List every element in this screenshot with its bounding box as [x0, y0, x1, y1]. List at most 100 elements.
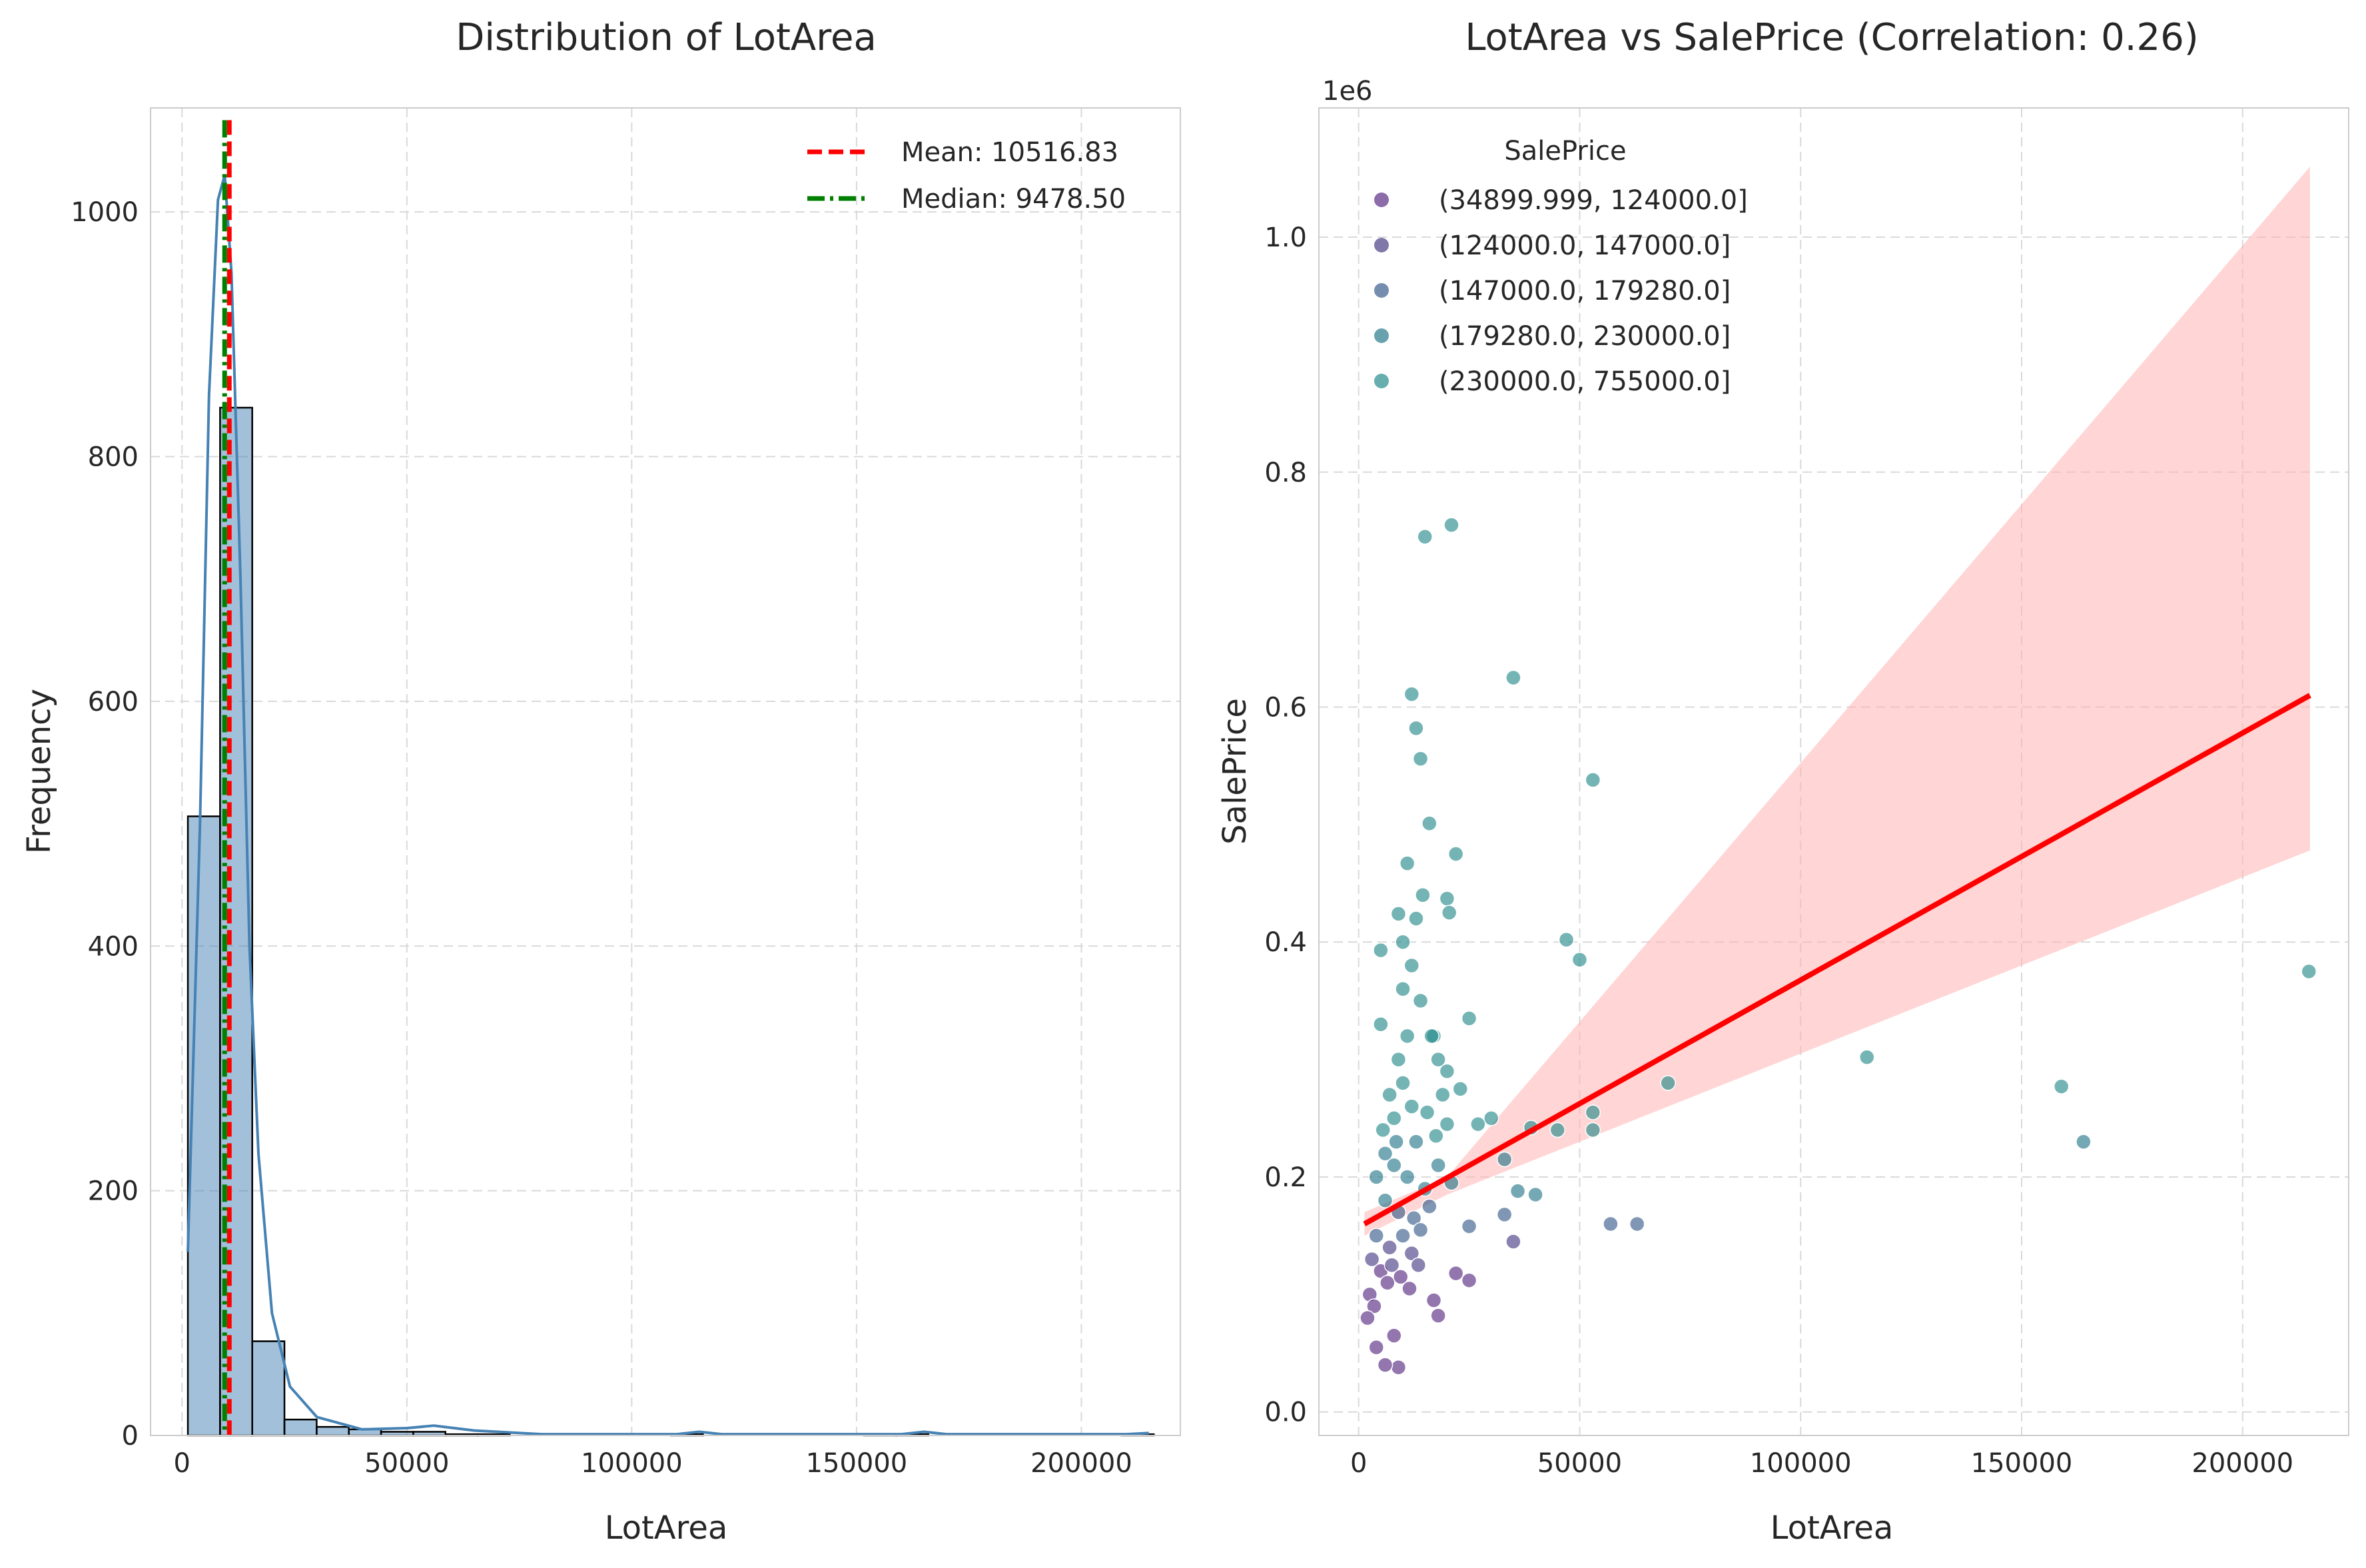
scatter-point [1443, 517, 1459, 533]
scatter-point [1388, 1134, 1404, 1150]
scatter-point [1415, 887, 1431, 903]
scatter-point [1629, 1216, 1645, 1232]
legend-marker [1374, 328, 1389, 343]
histogram-legend: Mean: 10516.83 Median: 9478.50 [807, 137, 1126, 214]
scatter-point [1408, 720, 1424, 736]
scatter-legend: SalePrice (34899.999, 124000.0] (124000.0,… [1374, 136, 1748, 397]
histogram-y-label: Frequency [21, 689, 58, 854]
scatter-plot-frame [1318, 107, 2349, 1436]
histogram-bar [283, 1418, 318, 1437]
histogram-y-tick-label: 600 [88, 687, 139, 717]
scatter-point [1393, 1269, 1409, 1285]
scatter-point [1430, 1157, 1446, 1174]
regression-fit-line [1363, 693, 2311, 1227]
scatter-x-tick-label: 100000 [1750, 1448, 1852, 1479]
scatter-point [1386, 1157, 1402, 1174]
legend-marker [1374, 283, 1389, 298]
histogram-y-tick-label: 400 [88, 931, 139, 962]
histogram-x-label: LotArea [605, 1509, 728, 1547]
scatter-point [1527, 1186, 1543, 1203]
scatter-point [1403, 957, 1420, 974]
scatter-point [1395, 981, 1411, 997]
scatter-y-tick-label: 0.0 [1264, 1397, 1307, 1428]
scatter-point [1585, 772, 1601, 788]
scatter-point [1496, 1151, 1513, 1168]
histogram-bar [251, 1340, 286, 1437]
scatter-y-tick-label: 1.0 [1264, 222, 1307, 253]
scatter-point [1366, 1298, 1382, 1314]
scatter-point [1401, 1280, 1417, 1297]
scatter-x-ticks: 0 50000 100000 150000 200000 [1350, 1448, 2293, 1479]
scatter-point [1452, 1080, 1469, 1097]
scatter-point [1505, 669, 1521, 686]
regression-line [1363, 693, 2311, 1227]
scatter-point [1364, 1251, 1380, 1268]
scatter-x-tick-label: 150000 [1971, 1448, 2073, 1479]
scatter-point [1380, 1274, 1395, 1291]
scatter-point [1377, 1145, 1393, 1162]
legend-marker [1374, 193, 1389, 207]
scatter-point [1428, 1128, 1444, 1144]
scatter-point [1660, 1075, 1676, 1091]
histogram-y-tick-label: 800 [88, 442, 139, 473]
scatter-point [1403, 1245, 1420, 1262]
histogram-plot-frame [150, 107, 1181, 1436]
scatter-point [1421, 1198, 1437, 1214]
scatter-point [1439, 1063, 1455, 1079]
histogram-x-tick-label: 100000 [581, 1448, 683, 1479]
scatter-point [1390, 1051, 1407, 1068]
histogram-bar [316, 1425, 350, 1437]
scatter-point [1408, 1134, 1424, 1150]
scatter-y-tick-label: 0.8 [1264, 458, 1307, 488]
histogram-title: Distribution of LotArea [456, 16, 877, 59]
histogram-x-tick-label: 0 [174, 1448, 191, 1479]
scatter-y-label: SalePrice [1216, 698, 1254, 845]
scatter-x-tick-label: 0 [1350, 1448, 1367, 1479]
scatter-y-tick-label: 0.4 [1264, 927, 1307, 958]
scatter-legend-label: (230000.0, 755000.0] [1439, 366, 1731, 397]
scatter-point [1399, 1028, 1415, 1044]
scatter-legend-label: (124000.0, 147000.0] [1439, 230, 1731, 261]
scatter-point [1461, 1010, 1477, 1026]
scatter-point [1430, 1051, 1446, 1068]
scatter-point [1603, 1216, 1619, 1232]
scatter-point [1505, 1234, 1521, 1250]
scatter-legend-label: (147000.0, 179280.0] [1439, 276, 1731, 306]
legend-marker [1374, 238, 1389, 252]
scatter-point [1410, 1257, 1427, 1274]
histogram-panel: Distribution of LotArea 0 50000 100000 1500… [21, 16, 1181, 1547]
scatter-point [1412, 751, 1429, 767]
scatter-x-tick-label: 50000 [1537, 1448, 1622, 1479]
scatter-point [1558, 931, 1575, 948]
histogram-bar [187, 815, 221, 1437]
scatter-point [1461, 1272, 1477, 1288]
scatter-point [1368, 1169, 1385, 1185]
regression-confidence-band [1364, 167, 2310, 1236]
histogram-y-tick-label: 0 [122, 1421, 139, 1451]
scatter-point [1435, 1086, 1451, 1103]
scatter-point [1423, 1028, 1439, 1044]
scatter-point [1386, 1328, 1402, 1344]
scatter-title: LotArea vs SalePrice (Correlation: 0.26) [1465, 16, 2198, 59]
histogram-reference-lines [222, 120, 232, 1435]
scatter-point [1571, 951, 1588, 968]
scatter-point [2053, 1078, 2070, 1094]
scatter-legend-label: (34899.999, 124000.0] [1439, 185, 1748, 216]
scatter-point [1447, 1265, 1464, 1282]
scatter-point [1395, 1228, 1411, 1244]
legend-label: Mean: 10516.83 [901, 137, 1118, 168]
scatter-point [2076, 1134, 2092, 1150]
scatter-point [1417, 529, 1433, 545]
scatter-point [1373, 942, 1389, 959]
scatter-point [1390, 1359, 1407, 1375]
scatter-panel: LotArea vs SalePrice (Correlation: 0.26)… [1216, 16, 2349, 1547]
legend-label: Median: 9478.50 [901, 184, 1126, 214]
scatter-point [1483, 1110, 1499, 1126]
scatter-point [1377, 1357, 1393, 1373]
scatter-point [1439, 1116, 1455, 1132]
scatter-point [1549, 1122, 1566, 1138]
scatter-point [1585, 1104, 1601, 1120]
scatter-point [1381, 1240, 1397, 1256]
scatter-point [1408, 911, 1424, 927]
scatter-point [1368, 1339, 1385, 1356]
